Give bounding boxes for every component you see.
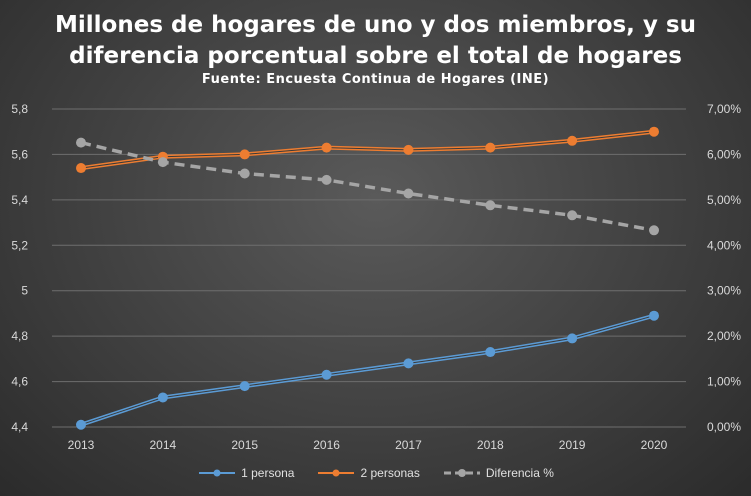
- data-point-1-persona: [649, 310, 659, 321]
- left-axis-tick-label: 4,6: [11, 375, 28, 389]
- right-axis-tick-label: 1,00%: [707, 375, 741, 389]
- right-axis-tick-label: 3,00%: [707, 284, 741, 298]
- x-axis-tick-label: 2019: [559, 438, 586, 452]
- left-axis-tick-label: 4,8: [11, 329, 28, 343]
- left-axis-tick-label: 5: [21, 284, 28, 298]
- left-axis-tick-label: 4,4: [11, 420, 28, 434]
- legend-label-1-persona: 1 persona: [241, 466, 295, 480]
- data-point-diferencia: [649, 225, 659, 236]
- chart-title-line-1: Millones de hogares de uno y dos miembro…: [55, 12, 696, 38]
- series-line-1-persona: [80, 313, 655, 427]
- legend-item-diferencia: Diferencia %: [442, 466, 554, 480]
- data-point-diferencia: [485, 200, 496, 211]
- chart-title-line-2: diferencia porcentual sobre el total de …: [69, 43, 682, 69]
- data-point-1-persona: [485, 347, 496, 358]
- data-point-1-persona: [321, 369, 332, 380]
- x-axis-tick-label: 2017: [395, 438, 422, 452]
- legend-label-2-personas: 2 personas: [360, 466, 420, 480]
- data-point-diferencia: [76, 137, 86, 148]
- legend-swatch-1-persona: [199, 469, 236, 477]
- data-point-diferencia: [157, 157, 168, 168]
- x-axis-tick-label: 2020: [641, 438, 668, 452]
- data-point-1-persona: [567, 333, 578, 344]
- left-axis-tick-label: 5,4: [11, 193, 28, 207]
- data-point-1-persona: [239, 381, 250, 392]
- data-point-2-personas: [321, 142, 332, 153]
- right-axis-tick-label: 0,00%: [707, 420, 741, 434]
- series-line-diferencia: [80, 140, 655, 233]
- data-point-1-persona: [157, 392, 168, 403]
- data-point-diferencia: [403, 188, 414, 199]
- legend-swatch-diferencia: [443, 469, 480, 477]
- x-axis-tick-label: 2015: [231, 438, 258, 452]
- data-point-2-personas: [403, 144, 414, 155]
- series-line-inner-2-personas: [80, 131, 655, 169]
- chart-subtitle: Fuente: Encuesta Continua de Hogares (IN…: [201, 72, 550, 87]
- x-axis-tick-label: 2014: [150, 438, 177, 452]
- series-line-inner-1-persona: [80, 315, 655, 426]
- left-axis-tick-label: 5,2: [11, 238, 28, 252]
- data-point-1-persona: [76, 419, 86, 430]
- x-axis-tick-label: 2018: [477, 438, 504, 452]
- legend-swatch-2-personas: [318, 469, 355, 477]
- data-point-2-personas: [567, 135, 578, 146]
- right-axis-tick-label: 6,00%: [707, 147, 741, 161]
- data-point-2-personas: [239, 149, 250, 160]
- right-axis-tick-label: 7,00%: [707, 102, 741, 116]
- data-point-diferencia: [239, 168, 250, 179]
- data-point-diferencia: [567, 210, 578, 221]
- right-axis-tick-label: 5,00%: [707, 193, 741, 207]
- left-axis-tick-label: 5,8: [11, 102, 28, 116]
- right-axis-tick-label: 4,00%: [707, 238, 741, 252]
- x-axis-tick-label: 2016: [313, 438, 340, 452]
- legend-item-2-personas: 2 personas: [316, 466, 420, 480]
- data-point-2-personas: [649, 126, 659, 137]
- data-point-2-personas: [485, 142, 496, 153]
- legend-label-diferencia: Diferencia %: [485, 466, 554, 480]
- data-point-2-personas: [76, 163, 86, 174]
- legend: 1 persona 2 personas Diferencia %: [0, 466, 751, 480]
- x-axis-tick-label: 2013: [68, 438, 95, 452]
- right-axis-tick-label: 2,00%: [707, 329, 741, 343]
- data-point-1-persona: [403, 358, 414, 369]
- legend-item-1-persona: 1 persona: [197, 466, 294, 480]
- left-axis-tick-label: 5,6: [11, 147, 28, 161]
- data-point-diferencia: [321, 174, 332, 185]
